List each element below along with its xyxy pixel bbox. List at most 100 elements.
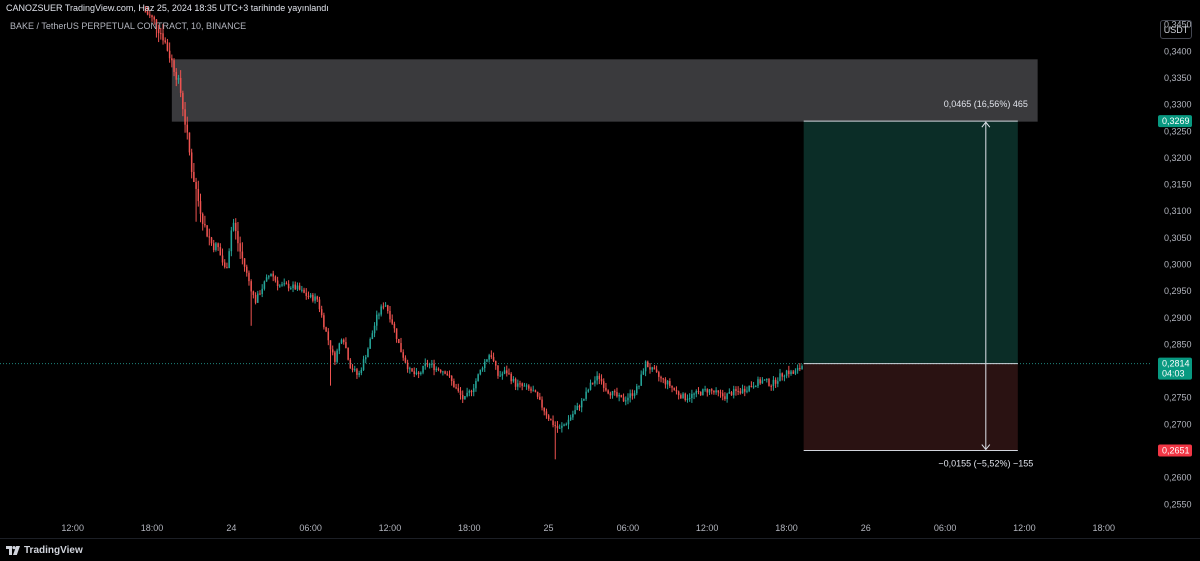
candle-body — [565, 424, 568, 426]
candle-body — [301, 289, 303, 291]
candle-body — [296, 285, 299, 290]
candle-body — [453, 381, 455, 388]
candle-body — [574, 410, 576, 415]
tradingview-logo[interactable]: TradingView — [6, 545, 83, 556]
candle-body — [523, 385, 526, 387]
long-position-tool[interactable]: 0,0465 (16,56%) 465 −0,0155 (−5,52%) −155 — [803, 99, 1034, 469]
candle-body — [490, 355, 493, 358]
candle-body — [572, 414, 574, 418]
candle-body — [508, 373, 510, 375]
candle-body — [777, 381, 779, 384]
candle-body — [303, 289, 305, 293]
stop-stats-label: −0,0155 (−5,52%) −155 — [938, 459, 1033, 469]
currency-button[interactable]: USDT — [1160, 20, 1192, 39]
time-axis[interactable]: 12:00 18:00 24 06:00 12:00 18:00 25 06:00 12:00 1… — [61, 523, 1115, 533]
candle-body — [149, 14, 151, 16]
candle-body — [539, 396, 541, 400]
candle-body — [353, 369, 356, 371]
candle-body — [157, 28, 160, 34]
candle-body — [781, 373, 783, 377]
candle-body — [512, 379, 515, 382]
candle-body — [591, 382, 594, 384]
candle-body — [373, 325, 376, 334]
price-tick-label: 0,3200 — [1164, 153, 1192, 163]
candle-body — [404, 357, 407, 363]
candle-body — [506, 370, 508, 374]
candle-body — [792, 371, 795, 374]
candle-body — [316, 296, 319, 300]
candle-body — [294, 284, 297, 290]
candle-body — [785, 370, 788, 376]
price-axis[interactable]: 0,3450 0,3400 0,3350 0,3300 0,3250 0,3200 0,31… — [1158, 20, 1192, 510]
candle-body — [563, 424, 565, 426]
candle-body — [567, 419, 570, 425]
candle-body — [378, 314, 380, 316]
candle-body — [219, 247, 222, 256]
candle-body — [274, 276, 277, 281]
candle-body — [699, 391, 702, 396]
candle-body — [715, 390, 717, 393]
candle-body — [532, 390, 534, 392]
candle-body — [329, 340, 332, 350]
target-stats-label: 0,0465 (16,56%) 465 — [944, 99, 1028, 109]
candle-body — [598, 375, 601, 380]
candle-body — [215, 243, 217, 251]
arrow-down-icon — [981, 444, 991, 451]
tradingview-brand: TradingView — [24, 544, 83, 556]
candle-body — [435, 368, 438, 371]
candle-body — [380, 306, 382, 315]
candle-body — [336, 350, 338, 362]
candle-body — [576, 405, 579, 411]
candle-body — [503, 370, 506, 374]
candle-body — [640, 374, 642, 386]
candle-series — [144, 6, 803, 460]
time-tick-label: 06:00 — [617, 523, 640, 533]
price-tick-label: 0,3450 — [1164, 20, 1192, 30]
candle-body — [307, 295, 310, 297]
candle-body — [578, 405, 581, 408]
candle-body — [232, 222, 235, 231]
candle-body — [166, 42, 169, 51]
candle-body — [223, 262, 226, 268]
candle-body — [331, 349, 334, 353]
candle-body — [799, 367, 801, 370]
time-tick-label: 12:00 — [379, 523, 402, 533]
target-price-tag-bg — [1158, 115, 1192, 128]
candle-body — [796, 367, 799, 371]
candle-body — [186, 124, 189, 133]
candle-body — [415, 372, 418, 375]
time-tick-label: 12:00 — [1013, 523, 1036, 533]
candle-body — [501, 373, 504, 376]
price-tick-label: 0,2950 — [1164, 286, 1192, 296]
candle-body — [642, 371, 645, 375]
candle-body — [292, 284, 294, 289]
candle-body — [477, 374, 479, 382]
candle-body — [375, 314, 378, 326]
candle-body — [325, 327, 327, 332]
stop-price-tag-bg — [1158, 444, 1192, 457]
candle-body — [497, 365, 499, 376]
supply-zone-box — [171, 59, 1038, 122]
candle-body — [633, 393, 636, 396]
candle-body — [673, 387, 676, 390]
candle-body — [627, 397, 629, 401]
candle-body — [459, 390, 462, 395]
price-tick-label: 0,2850 — [1164, 339, 1192, 349]
candle-body — [151, 15, 153, 18]
candle-body — [528, 385, 530, 389]
candle-body — [525, 385, 528, 387]
candle-body — [217, 243, 219, 248]
candle-body — [735, 389, 737, 391]
candle-body — [550, 419, 552, 421]
candle-body — [613, 391, 616, 393]
time-tick-label: 06:00 — [934, 523, 957, 533]
candle-body — [382, 306, 385, 308]
candle-body — [719, 392, 722, 394]
candle-body — [602, 381, 605, 388]
candle-body — [364, 357, 367, 360]
candle-body — [790, 371, 792, 375]
stop-zone — [803, 363, 1018, 451]
candle-body — [569, 417, 572, 420]
candle-body — [783, 375, 786, 377]
